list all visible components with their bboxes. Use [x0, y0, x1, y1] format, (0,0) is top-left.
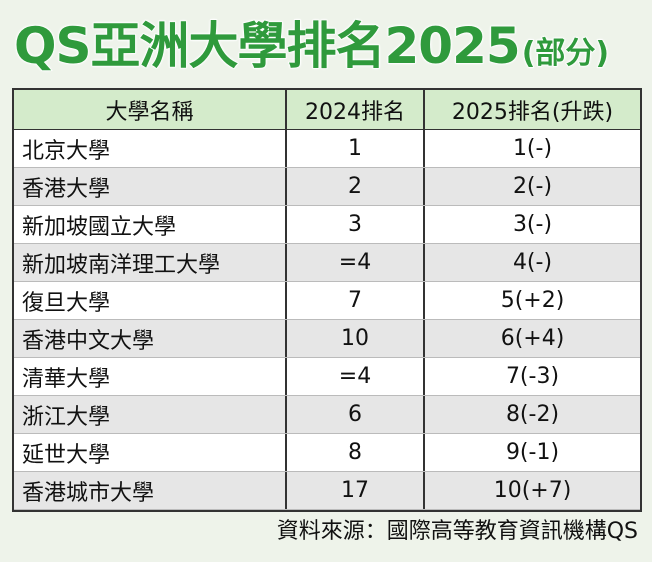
rank-2025: 3(-): [423, 206, 640, 243]
rank-2024: 3: [285, 206, 423, 243]
university-name: 清華大學: [22, 366, 111, 392]
rank-2024: 17: [285, 472, 423, 509]
university-name: 新加坡國立大學: [22, 214, 177, 240]
university-name: 香港大學: [22, 176, 111, 202]
table-row: 復旦大學 7 5(+2): [14, 282, 640, 320]
rank-2024: =4: [285, 244, 423, 281]
table-row: 新加坡南洋理工大學 =4 4(-): [14, 244, 640, 282]
rank-2025: 1(-): [423, 130, 640, 167]
source-note: 資料來源：國際高等教育資訊機構QS: [12, 510, 642, 546]
university-name: 北京大學: [22, 138, 111, 164]
ranking-table: 大學名稱 2024排名 2025排名(升跌) 北京大學 1 1(-) 香港大學 2 2(-) 新加…: [12, 88, 642, 510]
title-block: QS亞洲大學排名2025 (部分): [13, 8, 610, 84]
university-name: 延世大學: [22, 442, 111, 468]
rank-2025: 5(+2): [423, 282, 640, 319]
university-name: 香港中文大學: [22, 328, 155, 354]
table-row: 香港中文大學 10 6(+4): [14, 320, 640, 358]
university-name: 香港城市大學: [22, 480, 155, 506]
header-row: 大學名稱 2024排名 2025排名(升跌): [14, 90, 640, 130]
column-header: 大學名稱: [105, 99, 194, 125]
table-row: 香港城市大學 17 10(+7): [14, 472, 640, 510]
table-row: 浙江大學 6 8(-2): [14, 396, 640, 434]
university-name: 復旦大學: [22, 290, 111, 316]
rank-2025: 10(+7): [423, 472, 640, 509]
title: QS亞洲大學排名2025: [13, 16, 521, 76]
university-name: 浙江大學: [22, 404, 111, 430]
rank-2025: 9(-1): [423, 434, 640, 471]
rank-2025: 8(-2): [423, 396, 640, 433]
rank-2025: 7(-3): [423, 358, 640, 395]
rank-2024: 6: [285, 396, 423, 433]
rank-2024: 10: [285, 320, 423, 357]
table-row: 北京大學 1 1(-): [14, 130, 640, 168]
rank-2025: 2(-): [423, 168, 640, 205]
rank-2025: 6(+4): [423, 320, 640, 357]
column-header: 2025排名(升跌): [423, 90, 640, 129]
subtitle: (部分): [521, 35, 610, 72]
rank-2024: 1: [285, 130, 423, 167]
rank-2024: 7: [285, 282, 423, 319]
table-row: 清華大學 =4 7(-3): [14, 358, 640, 396]
rank-2024: 8: [285, 434, 423, 471]
rank-2024: 2: [285, 168, 423, 205]
table-row: 香港大學 2 2(-): [14, 168, 640, 206]
table-row: 新加坡國立大學 3 3(-): [14, 206, 640, 244]
rank-2024: =4: [285, 358, 423, 395]
table-row: 延世大學 8 9(-1): [14, 434, 640, 472]
university-name: 新加坡南洋理工大學: [22, 252, 221, 278]
column-header: 2024排名: [285, 90, 423, 129]
rank-2025: 4(-): [423, 244, 640, 281]
